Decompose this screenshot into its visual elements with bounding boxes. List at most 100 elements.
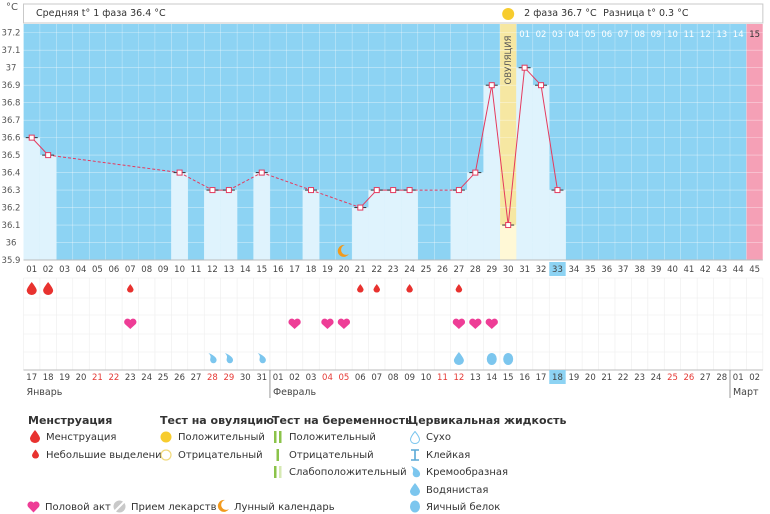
date-label: 25 (667, 373, 678, 383)
top-day-label: 12 (700, 30, 711, 40)
date-label: 19 (59, 373, 70, 383)
y-tick-label: 36.1 (2, 221, 21, 231)
date-label: 03 (306, 373, 317, 383)
plot-column (746, 24, 763, 260)
cycle-day-label: 34 (568, 265, 579, 275)
temp-bar (204, 190, 221, 260)
cycle-day-label: 19 (322, 265, 333, 275)
legend-cf-eggwhite: Яичный белок (426, 502, 501, 513)
cycle-day-label: 11 (191, 265, 202, 275)
cycle-day-label: 38 (634, 265, 645, 275)
date-label: 18 (552, 373, 563, 383)
y-tick-label: 36 (6, 239, 17, 249)
cervical-eggwhite (486, 353, 497, 365)
legend-medication: Прием лекарств (131, 502, 217, 513)
temp-point (308, 187, 315, 194)
plot-column (631, 24, 648, 260)
date-label: 21 (601, 373, 612, 383)
date-label: 25 (158, 373, 169, 383)
temp-point (521, 64, 528, 71)
spotting-drop (357, 284, 364, 293)
intercourse-heart (288, 318, 301, 329)
temp-bar (483, 85, 500, 261)
date-label: 31 (256, 373, 267, 383)
temp-bar (39, 155, 57, 260)
top-day-label: 14 (733, 30, 744, 40)
ov-positive-icon (160, 431, 172, 443)
cycle-day-label: 03 (59, 265, 70, 275)
temp-bar (450, 190, 468, 260)
preg-negative-icon (276, 449, 279, 461)
date-label: 02 (749, 373, 760, 383)
plot-column (138, 24, 155, 260)
cycle-day-label: 04 (76, 265, 87, 275)
plot-column (335, 24, 353, 260)
date-label: 24 (141, 373, 152, 383)
unit-label: °C (6, 2, 18, 13)
date-label: 28 (716, 373, 727, 383)
date-label: 22 (618, 373, 629, 383)
plot-column (499, 24, 517, 260)
top-day-label: 08 (634, 30, 645, 40)
temp-point (455, 187, 462, 194)
cycle-day-label: 40 (667, 265, 678, 275)
top-day-label: 10 (667, 30, 678, 40)
temp-bar (549, 190, 566, 260)
legend-cf-watery: Водянистая (426, 485, 489, 496)
highlighted-day-bg (549, 262, 566, 276)
cycle-day-label: 31 (519, 265, 530, 275)
ov-negative-icon (160, 449, 172, 461)
temp-bar (253, 172, 270, 260)
ovulation-sun-icon (502, 8, 515, 20)
temp-bar (23, 137, 40, 260)
cycle-day-label: 39 (651, 265, 662, 275)
date-label: 08 (388, 373, 399, 383)
legend-preg-positive: Положительный (289, 432, 376, 443)
temp-line-segment (540, 85, 558, 191)
date-label: 06 (355, 373, 366, 383)
top-day-label: 03 (552, 30, 563, 40)
date-label: 27 (700, 373, 711, 383)
date-label: 17 (536, 373, 547, 383)
y-tick-label: 37 (6, 64, 17, 74)
plot-column (237, 24, 254, 260)
bbt-chart: °C Средняя t° 1 фаза 36.4 °C 2 фаза 36.7 °… (2, 2, 764, 398)
cycle-day-label: 27 (453, 265, 464, 275)
temp-line-segment (228, 172, 262, 191)
date-label: 11 (437, 373, 448, 383)
top-day-label: 06 (601, 30, 612, 40)
phase2-avg: 2 фаза 36.7 °C (524, 8, 597, 19)
date-label: 24 (651, 373, 662, 383)
cycle-day-label: 33 (552, 265, 563, 275)
cycle-day-label: 01 (26, 265, 37, 275)
temp-bar (171, 172, 188, 260)
top-day-label: 04 (568, 30, 579, 40)
temp-point (554, 187, 561, 194)
date-label: 12 (453, 373, 464, 383)
date-label: 26 (684, 373, 695, 383)
plot-column (352, 24, 369, 260)
intercourse-heart (469, 318, 482, 329)
date-label: 22 (108, 373, 119, 383)
plot-column (72, 24, 90, 260)
heart-icon (27, 501, 40, 513)
pill-icon (113, 500, 126, 513)
cycle-day-label: 17 (289, 265, 300, 275)
menstruation-drop-icon (30, 430, 40, 443)
cycle-day-label: 24 (404, 265, 415, 275)
cycle-day-label: 36 (601, 265, 612, 275)
intercourse-heart (452, 318, 466, 329)
date-label: 14 (486, 373, 497, 383)
spotting-drop (406, 284, 413, 293)
temp-point (472, 169, 479, 176)
plot-column (319, 24, 336, 260)
temp-point (357, 204, 364, 211)
date-label: 05 (338, 373, 349, 383)
cervical-creamy (208, 353, 217, 364)
legend-menstruation: Менструация (46, 432, 117, 443)
top-day-label: 09 (651, 30, 662, 40)
cycle-day-label: 32 (536, 265, 547, 275)
plot-column (664, 24, 681, 260)
cycle-day-label: 45 (749, 265, 760, 275)
top-day-label: 02 (536, 30, 547, 40)
